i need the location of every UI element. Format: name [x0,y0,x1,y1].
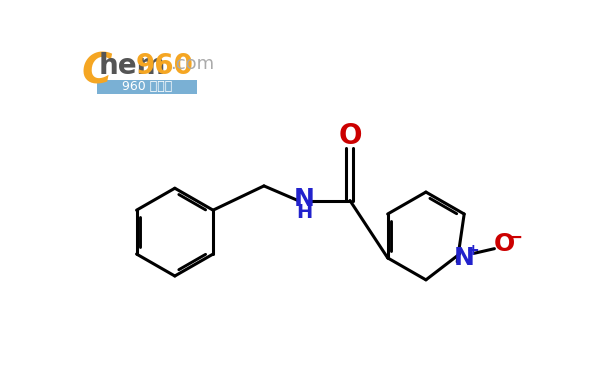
Text: .com: .com [170,55,214,73]
Text: O: O [338,122,362,150]
Text: 960 化工网: 960 化工网 [122,80,172,93]
Text: O: O [494,232,515,256]
Text: hem: hem [99,52,166,80]
Text: −: − [507,228,523,247]
Text: H: H [296,203,312,222]
Text: C: C [82,50,113,92]
Text: 960: 960 [136,52,194,80]
Text: +: + [466,243,479,258]
Text: N: N [294,187,315,211]
Bar [97,80,197,93]
Text: N: N [454,246,474,270]
